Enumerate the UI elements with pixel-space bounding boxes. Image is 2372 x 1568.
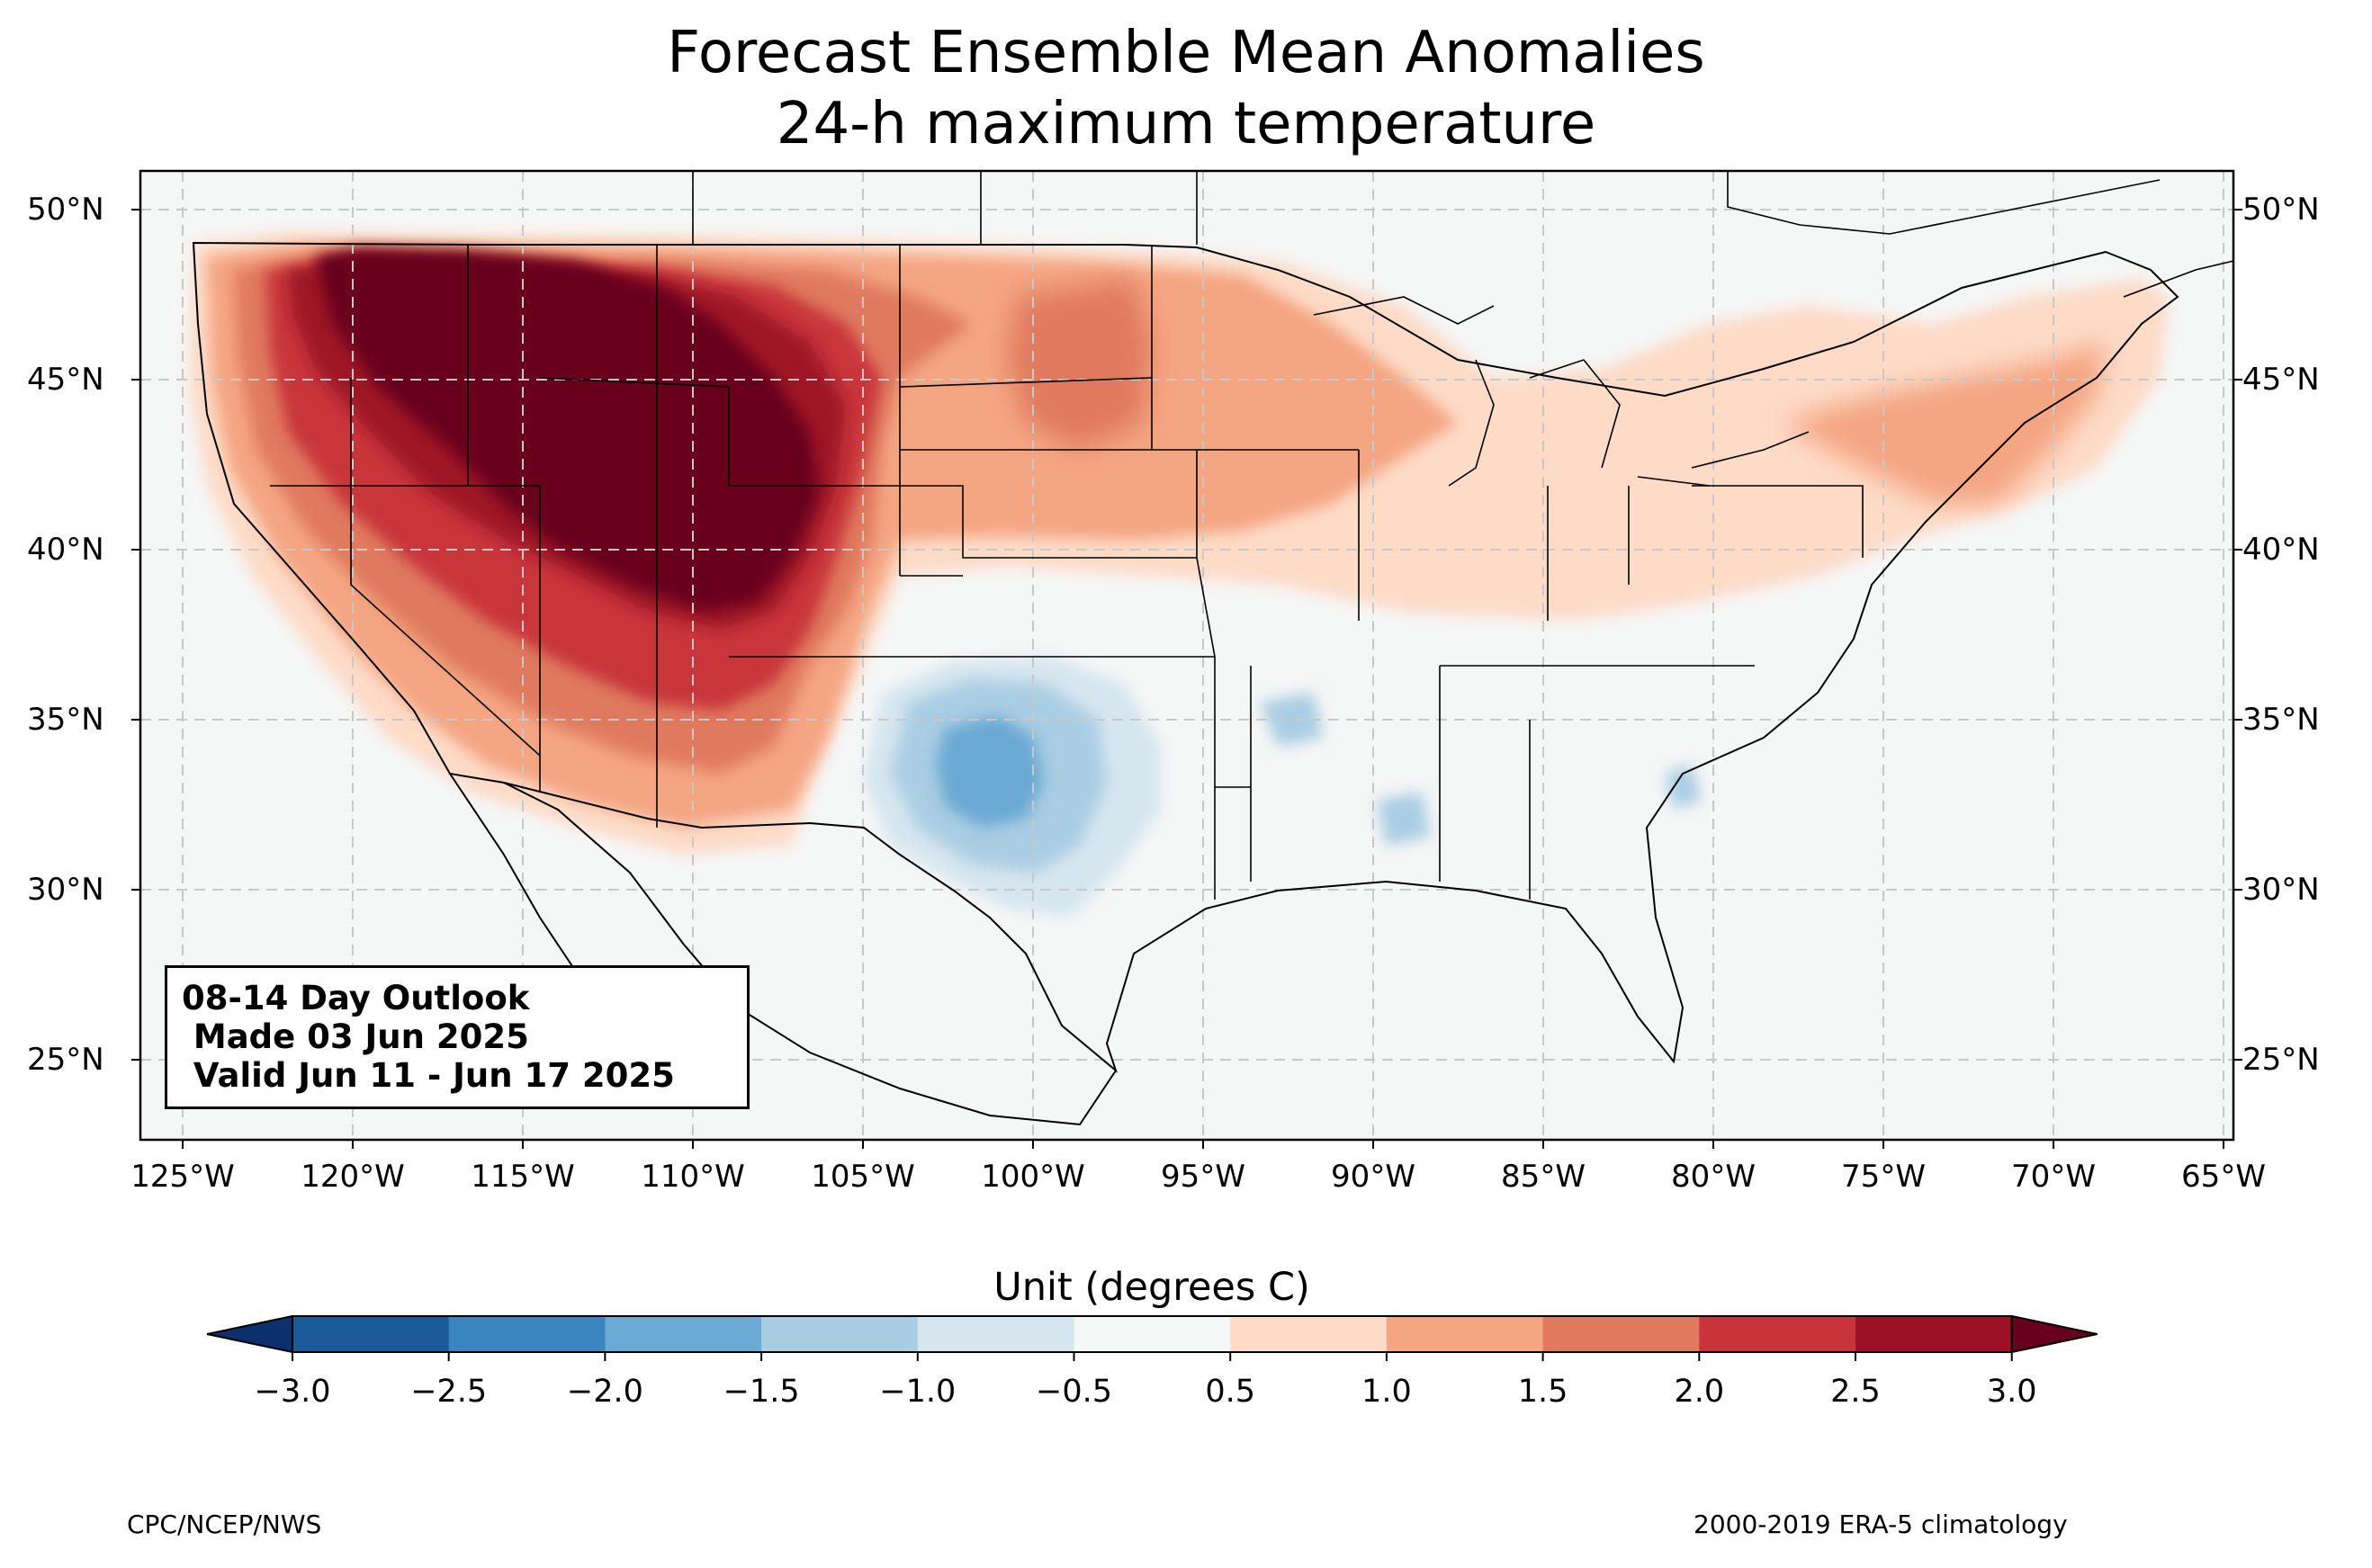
- anomaly-region-upper-midwest: [1008, 279, 1152, 450]
- latitude-tick-label-right: 45°N: [2242, 362, 2320, 398]
- longitude-tick-label: 120°W: [301, 1159, 405, 1195]
- longitude-tick-label: 95°W: [1161, 1159, 1245, 1195]
- latitude-tick-label-right: 40°N: [2242, 532, 2320, 568]
- anomaly-region-northeast: [1782, 342, 2106, 504]
- colorbar-segment: [1074, 1316, 1231, 1352]
- anomaly-region-neg-1-5: [936, 715, 1044, 828]
- latitude-tick-label-right: 35°N: [2242, 702, 2320, 738]
- colorbar-extend-high: [2010, 1314, 2098, 1354]
- canada-lines: [692, 171, 1198, 245]
- colorbar-tick-label: −2.5: [410, 1374, 488, 1410]
- outlook-period: 08-14 Day Outlook: [182, 979, 530, 1017]
- longitude-tick-label: 75°W: [1841, 1159, 1926, 1195]
- colorbar-segment: [1542, 1316, 1700, 1352]
- latitude-tick-label-left: 35°N: [27, 702, 104, 738]
- colorbar-tick-label: −0.5: [1036, 1374, 1112, 1410]
- colorbar-segment: [1230, 1316, 1388, 1352]
- longitude-tick-label: 65°W: [2181, 1159, 2266, 1195]
- colorbar-segment: [605, 1316, 762, 1352]
- colorbar-extend-low: [206, 1314, 293, 1354]
- longitude-tick-label: 105°W: [811, 1159, 915, 1195]
- colorbar-tick-label: 3.0: [1986, 1374, 2037, 1410]
- colorbar: [206, 1314, 2098, 1361]
- colorbar-tick-label: 1.5: [1517, 1374, 1568, 1410]
- colorbar-title: Unit (degrees C): [993, 1265, 1310, 1310]
- great-lakes: [1313, 296, 1810, 487]
- axis-tick-marks: [131, 209, 2242, 1149]
- colorbar-tick-label: −3.0: [254, 1374, 331, 1410]
- colorbar-segment: [1699, 1316, 1856, 1352]
- state-borders: [270, 245, 1864, 900]
- us-outline: [192, 241, 2179, 1074]
- latitude-tick-label-left: 50°N: [27, 192, 104, 228]
- colorbar-tick-label: −1.5: [723, 1374, 800, 1410]
- colorbar-segment: [292, 1316, 450, 1352]
- map-frame: [139, 169, 2235, 1142]
- longitude-tick-label: 115°W: [471, 1159, 575, 1195]
- colorbar-segment: [761, 1316, 919, 1352]
- colorbar-tick-label: 0.5: [1205, 1374, 1256, 1410]
- colorbar-tick-label: 2.5: [1830, 1374, 1881, 1410]
- made-date: Made 03 Jun 2025: [182, 1017, 529, 1056]
- colorbar-tick-label: 1.0: [1361, 1374, 1412, 1410]
- canada-border-east: [1727, 171, 2233, 298]
- colorbar-segment: [1855, 1316, 2013, 1352]
- longitude-tick-label: 90°W: [1331, 1159, 1415, 1195]
- footer-source: CPC/NCEP/NWS: [127, 1510, 322, 1539]
- longitude-tick-label: 70°W: [2011, 1159, 2096, 1195]
- longitude-tick-label: 125°W: [130, 1159, 235, 1195]
- longitude-tick-label: 85°W: [1501, 1159, 1586, 1195]
- colorbar-tick-label: −2.0: [566, 1374, 643, 1410]
- latitude-tick-label-left: 40°N: [27, 532, 104, 568]
- colorbar-frame: [292, 1315, 2013, 1353]
- coastlines-and-borders: [192, 171, 2233, 1126]
- latitude-tick-label-left: 30°N: [27, 872, 104, 908]
- chart-title-line-2: 24-h maximum temperature: [776, 91, 1596, 157]
- colorbar-segment: [917, 1316, 1074, 1352]
- anomaly-region-neg-small: [1260, 693, 1701, 846]
- colorbar-tick-label: −1.0: [879, 1374, 957, 1410]
- latitude-tick-label-left: 25°N: [27, 1042, 104, 1078]
- latitude-tick-label-left: 45°N: [27, 362, 104, 398]
- latitude-tick-label-right: 50°N: [2242, 192, 2320, 228]
- outlook-info-box: 08-14 Day Outlook Made 03 Jun 2025 Valid…: [165, 965, 750, 1109]
- longitude-tick-label: 100°W: [981, 1159, 1085, 1195]
- chart-title-line-1: Forecast Ensemble Mean Anomalies: [667, 20, 1705, 86]
- longitude-tick-label: 110°W: [641, 1159, 745, 1195]
- colorbar-tick-label: 2.0: [1674, 1374, 1725, 1410]
- valid-range: Valid Jun 11 - Jun 17 2025: [182, 1056, 675, 1095]
- latitude-tick-label-right: 30°N: [2242, 872, 2320, 908]
- colorbar-segment: [1386, 1316, 1544, 1352]
- footer-climatology: 2000-2019 ERA-5 climatology: [1694, 1510, 2068, 1539]
- longitude-tick-label: 80°W: [1671, 1159, 1756, 1195]
- latitude-tick-label-right: 25°N: [2242, 1042, 2320, 1078]
- colorbar-segment: [448, 1316, 606, 1352]
